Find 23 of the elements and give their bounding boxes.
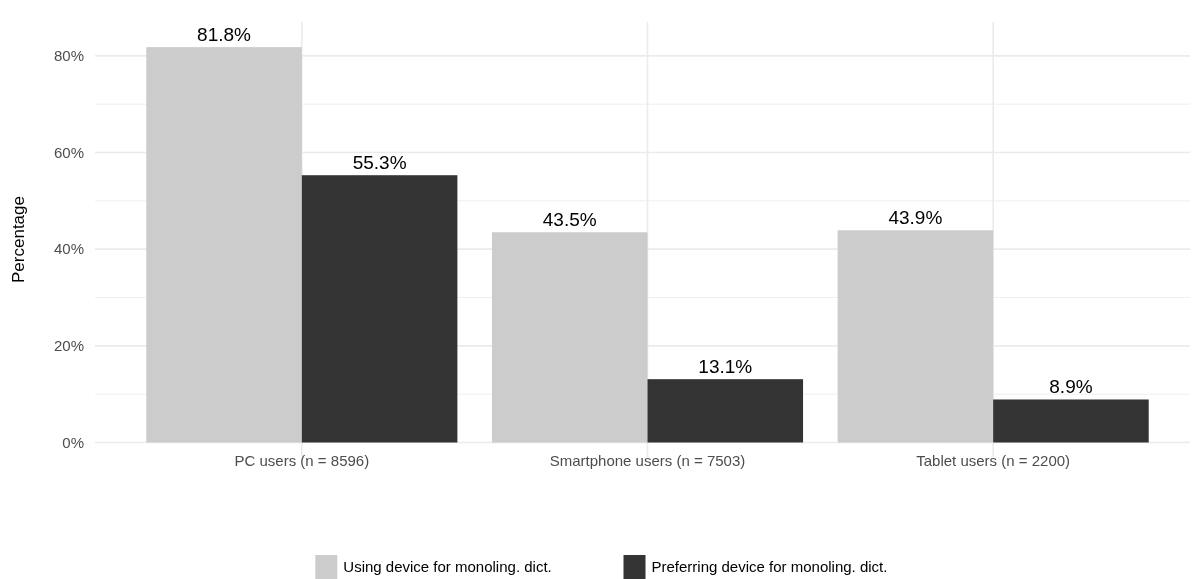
y-axis-title: Percentage	[9, 196, 28, 283]
y-tick-label: 60%	[53, 143, 84, 161]
bar	[491, 232, 648, 443]
y-tick-label: 20%	[53, 337, 84, 355]
x-tick-label: Smartphone users (n = 7503)	[549, 452, 746, 469]
data-label: 81.8%	[197, 24, 252, 46]
legend-label: Preferring device for monoling. dict.	[651, 558, 888, 576]
data-label: 55.3%	[352, 152, 407, 174]
x-tick-label: Tablet users (n = 2200)	[916, 452, 1071, 469]
legend-label: Using device for monoling. dict.	[343, 558, 552, 576]
y-tick-label: 0%	[62, 433, 84, 451]
bar	[647, 379, 804, 443]
bar	[993, 399, 1149, 443]
y-tick-label: 80%	[53, 47, 84, 65]
y-tick-label: 40%	[53, 240, 84, 258]
data-label: 43.9%	[888, 207, 943, 229]
data-label: 43.5%	[542, 209, 597, 231]
x-tick-label: PC users (n = 8596)	[234, 452, 370, 469]
bar	[837, 230, 994, 443]
data-label: 8.9%	[1049, 376, 1093, 398]
data-label: 13.1%	[698, 356, 753, 378]
bar	[301, 175, 458, 443]
bar	[146, 47, 302, 443]
